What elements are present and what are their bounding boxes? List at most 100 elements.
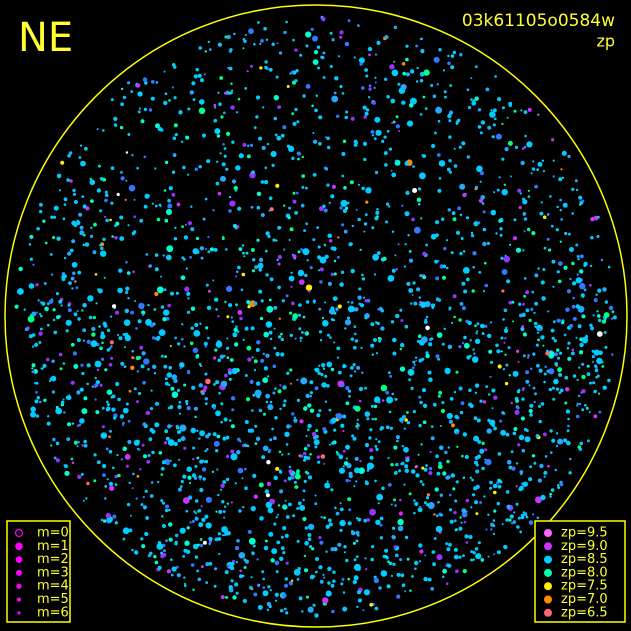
star xyxy=(168,439,175,446)
star xyxy=(333,272,337,276)
star xyxy=(230,424,235,429)
star xyxy=(546,369,550,373)
star xyxy=(146,460,151,464)
star xyxy=(273,116,277,121)
star xyxy=(198,46,202,50)
star xyxy=(445,542,448,546)
star xyxy=(163,70,166,73)
star xyxy=(273,436,277,441)
star xyxy=(160,473,164,476)
star xyxy=(231,320,234,323)
star xyxy=(413,226,421,234)
star xyxy=(39,400,42,404)
star xyxy=(590,217,595,222)
star xyxy=(485,87,490,92)
star xyxy=(549,495,552,498)
star xyxy=(322,427,327,432)
star xyxy=(241,244,245,247)
star xyxy=(297,157,300,161)
star xyxy=(278,450,282,454)
star xyxy=(170,558,173,561)
star xyxy=(530,307,534,311)
star xyxy=(258,289,263,294)
star xyxy=(550,328,555,333)
star xyxy=(119,170,124,174)
star xyxy=(348,474,353,479)
star xyxy=(334,506,337,510)
star xyxy=(506,116,509,119)
star xyxy=(131,154,134,157)
star xyxy=(297,567,301,571)
star xyxy=(262,352,265,356)
star xyxy=(143,204,148,209)
star xyxy=(196,429,199,433)
star xyxy=(567,417,570,421)
star xyxy=(522,212,527,216)
star xyxy=(272,391,276,395)
star xyxy=(213,106,217,109)
star xyxy=(291,156,295,160)
star xyxy=(283,479,287,483)
star xyxy=(213,356,217,360)
star xyxy=(187,475,192,480)
star xyxy=(67,251,72,256)
star xyxy=(38,331,43,336)
star xyxy=(242,142,247,147)
star xyxy=(86,382,89,386)
star xyxy=(330,194,335,199)
star xyxy=(178,110,183,115)
star xyxy=(55,407,63,415)
star xyxy=(76,309,79,313)
star xyxy=(242,338,245,341)
star xyxy=(173,463,177,468)
star xyxy=(277,262,281,266)
star xyxy=(217,537,222,541)
star xyxy=(122,407,129,414)
star xyxy=(282,385,287,390)
star xyxy=(282,403,286,407)
star xyxy=(438,177,442,180)
star xyxy=(539,211,544,216)
star xyxy=(503,255,511,263)
star xyxy=(488,349,493,354)
star xyxy=(284,583,288,588)
star xyxy=(418,423,422,428)
star xyxy=(453,147,456,150)
star xyxy=(264,166,268,170)
star xyxy=(416,197,422,202)
star xyxy=(203,385,208,390)
star xyxy=(593,349,600,356)
star xyxy=(70,342,75,347)
star xyxy=(318,269,321,272)
star xyxy=(470,231,474,235)
star xyxy=(214,567,218,571)
star xyxy=(70,457,74,461)
star xyxy=(206,305,212,310)
star xyxy=(448,110,454,115)
star xyxy=(571,351,575,356)
star xyxy=(340,270,345,274)
star xyxy=(452,217,457,222)
star xyxy=(312,59,319,65)
star xyxy=(282,593,287,598)
star xyxy=(328,522,333,527)
star xyxy=(358,57,365,64)
star xyxy=(338,454,343,460)
star xyxy=(102,464,107,469)
star xyxy=(444,367,451,375)
star xyxy=(247,357,252,362)
star xyxy=(475,512,479,516)
star xyxy=(311,547,315,551)
star xyxy=(275,75,279,79)
star xyxy=(589,381,592,385)
star xyxy=(345,444,351,450)
star xyxy=(195,354,200,358)
star xyxy=(346,201,350,205)
star xyxy=(487,333,492,338)
star xyxy=(518,205,522,210)
star xyxy=(390,503,393,506)
star xyxy=(368,53,371,57)
star xyxy=(94,398,97,401)
star xyxy=(304,526,308,530)
star xyxy=(203,73,206,76)
